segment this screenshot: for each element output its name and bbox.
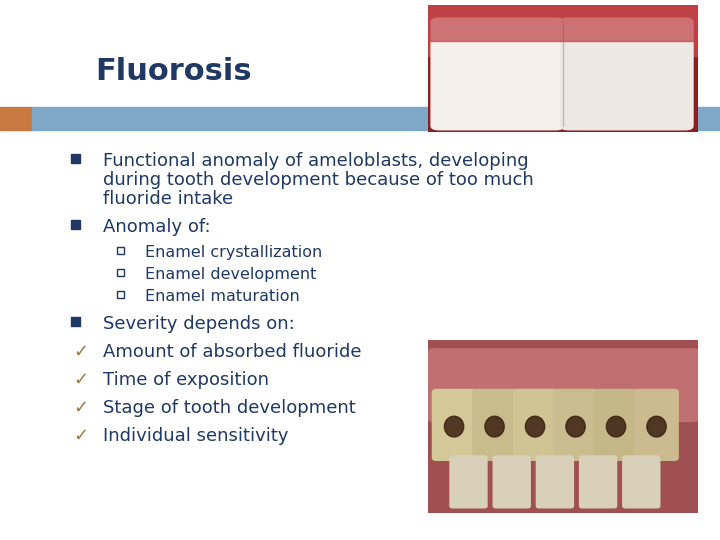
Bar bbox=[71, 219, 79, 228]
Bar bbox=[71, 153, 79, 163]
Ellipse shape bbox=[647, 416, 666, 437]
Text: fluoride intake: fluoride intake bbox=[103, 190, 233, 208]
Ellipse shape bbox=[526, 416, 545, 437]
Text: Time of exposition: Time of exposition bbox=[103, 371, 269, 389]
Bar bbox=[117, 268, 124, 275]
Bar bbox=[32, 107, 720, 130]
FancyBboxPatch shape bbox=[536, 456, 573, 508]
FancyBboxPatch shape bbox=[580, 456, 616, 508]
FancyBboxPatch shape bbox=[513, 389, 557, 460]
Text: Functional anomaly of ameloblasts, developing: Functional anomaly of ameloblasts, devel… bbox=[103, 152, 528, 170]
Text: ✓: ✓ bbox=[73, 371, 88, 389]
FancyBboxPatch shape bbox=[561, 18, 693, 130]
Ellipse shape bbox=[606, 416, 626, 437]
FancyBboxPatch shape bbox=[433, 389, 476, 460]
Text: Individual sensitivity: Individual sensitivity bbox=[103, 427, 289, 445]
FancyBboxPatch shape bbox=[428, 5, 698, 41]
FancyBboxPatch shape bbox=[493, 456, 530, 508]
Bar bbox=[117, 246, 124, 253]
Text: Enamel maturation: Enamel maturation bbox=[145, 289, 300, 304]
Text: during tooth development because of too much: during tooth development because of too … bbox=[103, 171, 534, 189]
Text: Stage of tooth development: Stage of tooth development bbox=[103, 399, 356, 417]
Text: Fluorosis: Fluorosis bbox=[95, 57, 251, 86]
FancyBboxPatch shape bbox=[473, 389, 516, 460]
Text: Enamel development: Enamel development bbox=[145, 267, 316, 282]
Bar bbox=[0, 107, 32, 130]
FancyBboxPatch shape bbox=[554, 389, 597, 460]
Ellipse shape bbox=[566, 416, 585, 437]
Bar bbox=[117, 291, 124, 298]
Ellipse shape bbox=[485, 416, 504, 437]
FancyBboxPatch shape bbox=[595, 389, 638, 460]
Text: Enamel crystallization: Enamel crystallization bbox=[145, 245, 323, 260]
Text: ✓: ✓ bbox=[73, 399, 88, 417]
Text: Anomaly of:: Anomaly of: bbox=[103, 218, 211, 236]
FancyBboxPatch shape bbox=[428, 5, 698, 56]
Text: ✓: ✓ bbox=[73, 343, 88, 361]
Text: Severity depends on:: Severity depends on: bbox=[103, 315, 294, 333]
FancyBboxPatch shape bbox=[635, 389, 678, 460]
Text: Amount of absorbed fluoride: Amount of absorbed fluoride bbox=[103, 343, 361, 361]
Text: ✓: ✓ bbox=[73, 427, 88, 445]
FancyBboxPatch shape bbox=[450, 456, 487, 508]
Ellipse shape bbox=[444, 416, 464, 437]
FancyBboxPatch shape bbox=[428, 349, 698, 421]
Bar bbox=[71, 316, 79, 326]
FancyBboxPatch shape bbox=[431, 18, 563, 130]
FancyBboxPatch shape bbox=[623, 456, 660, 508]
